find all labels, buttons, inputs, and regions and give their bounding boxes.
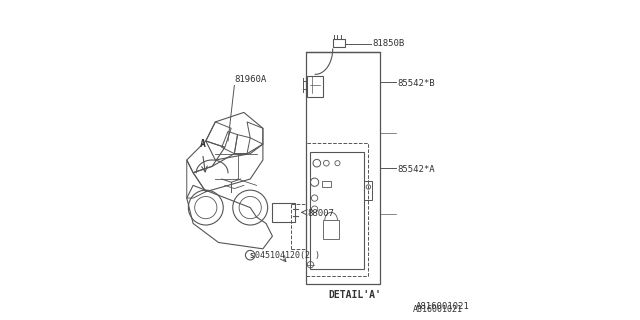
- Text: 85542*B: 85542*B: [397, 79, 435, 88]
- Text: A816001021: A816001021: [413, 305, 463, 314]
- Bar: [321, 180, 331, 187]
- Text: 045104120(2 ): 045104120(2 ): [255, 251, 320, 260]
- Bar: [364, 180, 372, 200]
- Text: A: A: [200, 139, 205, 149]
- Text: A816001021: A816001021: [415, 302, 469, 311]
- Text: DETAIL'A': DETAIL'A': [328, 290, 381, 300]
- Bar: [333, 39, 346, 47]
- Bar: [323, 220, 339, 239]
- Text: 81960A: 81960A: [234, 75, 267, 84]
- Text: S: S: [249, 253, 253, 259]
- Bar: [306, 52, 380, 284]
- Text: 85542*A: 85542*A: [397, 165, 435, 174]
- Bar: [310, 152, 364, 269]
- Bar: [306, 142, 367, 276]
- Text: 88007: 88007: [307, 209, 334, 218]
- Bar: [307, 76, 323, 97]
- Text: 81850B: 81850B: [372, 39, 404, 48]
